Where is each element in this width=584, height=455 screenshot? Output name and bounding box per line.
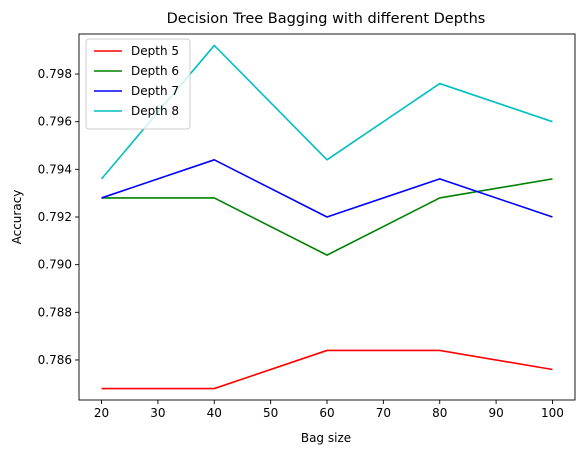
- series-line-3: [101, 159, 553, 218]
- legend-box: [85, 38, 191, 130]
- y-tick-label: 0.790: [38, 258, 72, 272]
- legend-label-3: Depth 7: [131, 84, 179, 98]
- y-tick-label: 0.798: [38, 67, 72, 81]
- legend-label-1: Depth 5: [131, 44, 179, 58]
- x-tick-label: 60: [319, 406, 334, 420]
- legend: Depth 5 Depth 6 Depth 7 Depth 8: [85, 38, 191, 130]
- legend-label-4: Depth 8: [131, 104, 179, 118]
- y-tick-label: 0.786: [38, 353, 72, 367]
- axes: 20 30 40 50 60 70 80 90 100 0.786 0.788 0.790 0.792 0…: [38, 33, 576, 420]
- y-tick-label: 0.788: [38, 305, 72, 319]
- x-tick-label: 40: [207, 406, 222, 420]
- y-axis-label: Accuracy: [10, 190, 24, 245]
- x-axis-label: Bag size: [301, 431, 351, 445]
- series-line-1: [101, 349, 553, 390]
- y-tick-label: 0.794: [38, 162, 72, 176]
- x-tick-label: 30: [150, 406, 165, 420]
- chart-title: Decision Tree Bagging with different Dep…: [167, 11, 486, 27]
- x-tick-label: 80: [432, 406, 447, 420]
- y-tick-label: 0.792: [38, 210, 72, 224]
- y-tick-label: 0.796: [38, 115, 72, 129]
- legend-label-2: Depth 6: [131, 64, 179, 78]
- x-tick-label: 70: [376, 406, 391, 420]
- x-tick-label: 90: [488, 406, 503, 420]
- x-tick-label: 100: [541, 406, 564, 420]
- x-tick-label: 50: [263, 406, 278, 420]
- x-tick-label: 20: [94, 406, 109, 420]
